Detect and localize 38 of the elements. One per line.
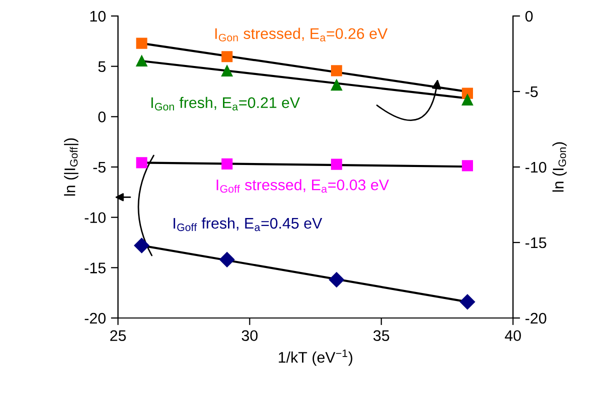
point	[219, 252, 235, 268]
y-axis-title: ln (|I$_{Goff}$|)	[64, 138, 78, 196]
x-tick-label: 25	[110, 330, 126, 342]
y-tick-label: -5	[93, 162, 106, 173]
y-tick-label: -15	[84, 262, 106, 274]
y2-tick-label: -10	[525, 162, 546, 173]
y-tick-label: -10	[84, 212, 106, 224]
y-tick-label: 0	[98, 112, 106, 122]
point	[331, 79, 342, 91]
point	[328, 272, 344, 288]
y2-tick-label: 0	[525, 10, 533, 22]
series-label: I$_{Gon}$ stressed, E$_{a}$=0.26 eV	[215, 28, 388, 42]
y2-tick-label: -20	[525, 312, 546, 324]
series-label: I$_{Gon}$ fresh, E$_{a}$=0.21 eV	[151, 96, 300, 110]
point	[136, 38, 148, 49]
x-tick-label: 40	[504, 330, 521, 342]
point	[136, 55, 148, 67]
y2-tick-label: -5	[525, 86, 538, 98]
point	[221, 65, 233, 77]
point	[462, 160, 473, 172]
x-tick-label: 30	[242, 330, 258, 342]
point	[331, 158, 342, 170]
point	[136, 157, 148, 168]
y2-tick-label: -15	[525, 238, 546, 248]
point	[134, 238, 150, 254]
point	[462, 94, 473, 106]
point	[331, 65, 342, 76]
series-label: I$_{Goff}$ stressed, E$_{a}$=0.03 eV	[216, 179, 389, 193]
series-label: I$_{Goff}$ fresh, E$_{a}$=0.45 eV	[174, 217, 322, 232]
y2-axis-title: ln (I$_{Gon}$)	[552, 142, 567, 192]
point	[221, 158, 233, 170]
point	[460, 294, 476, 310]
y-tick-label: 5	[98, 61, 106, 72]
x-tick-label: 35	[373, 330, 390, 342]
y-tick-label: 10	[90, 10, 106, 22]
y-tick-label: -20	[84, 312, 106, 324]
point	[221, 51, 233, 62]
x-axis-title: 1/kT (eV$^{−1}$)	[278, 350, 352, 366]
